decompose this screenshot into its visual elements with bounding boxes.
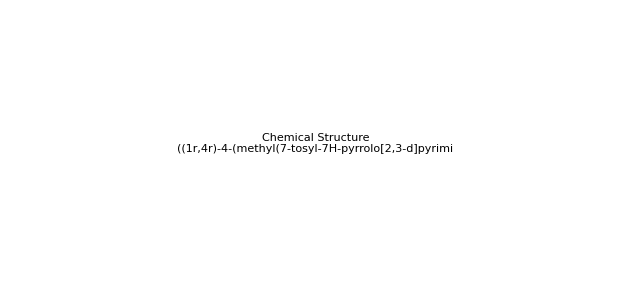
Text: Chemical Structure
((1r,4r)-4-(methyl(7-tosyl-7H-pyrrolo[2,3-d]pyrimi: Chemical Structure ((1r,4r)-4-(methyl(7-… <box>177 133 454 154</box>
